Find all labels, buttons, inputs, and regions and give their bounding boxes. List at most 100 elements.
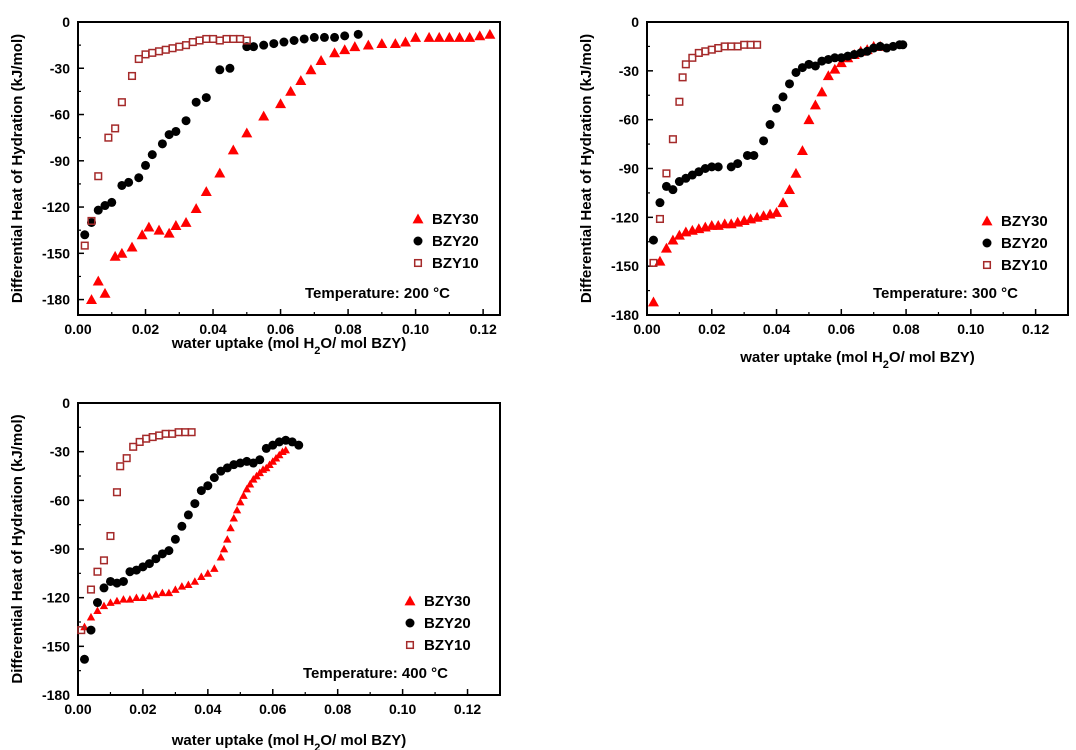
x-tick-label: 0.10 (957, 321, 984, 337)
x-tick-label: 0.04 (199, 321, 226, 337)
data-point-BZY10 (93, 567, 102, 576)
x-tick-label: 0.00 (633, 321, 660, 337)
data-point-BZY10 (161, 429, 170, 438)
data-point-BZY10 (720, 42, 729, 51)
data-point-BZY20 (117, 180, 127, 190)
data-point-BZY20 (759, 136, 769, 146)
data-point-BZY30 (226, 523, 235, 532)
data-point-BZY30 (474, 30, 486, 41)
legend-label: BZY10 (1001, 257, 1048, 274)
data-point-BZY30 (484, 28, 496, 39)
data-point-BZY30 (126, 241, 138, 252)
data-point-BZY10 (187, 428, 196, 437)
data-point-BZY10 (707, 45, 716, 54)
data-point-BZY30 (158, 588, 167, 597)
data-point-BZY20 (810, 61, 820, 71)
data-point-BZY30 (315, 55, 327, 65)
data-point-BZY10 (127, 71, 137, 81)
series-BZY10 (77, 428, 196, 635)
data-point-BZY30 (227, 144, 239, 155)
data-point-BZY10 (242, 36, 251, 45)
data-point-BZY10 (195, 36, 204, 45)
x-tick-label: 0.04 (194, 701, 221, 717)
data-point-BZY20 (830, 53, 840, 63)
data-point-BZY30 (197, 572, 206, 580)
data-point-BZY20 (742, 150, 752, 160)
data-point-BZY30 (433, 31, 445, 42)
data-point-BZY20 (269, 39, 279, 49)
data-point-BZY10 (155, 431, 164, 440)
data-point-BZY20 (124, 177, 134, 187)
legend-marker-BZY30 (981, 215, 993, 226)
x-tick-label: 0.08 (892, 321, 919, 337)
data-point-BZY30 (99, 287, 111, 298)
data-point-BZY30 (190, 203, 202, 213)
y-tick-label: -30 (50, 60, 70, 76)
series-BZY10 (80, 34, 251, 250)
legend-label: BZY10 (432, 255, 479, 272)
data-point-BZY20 (181, 116, 191, 126)
data-point-BZY20 (203, 481, 213, 491)
x-tick-label: 0.10 (402, 321, 429, 337)
data-point-BZY10 (181, 41, 191, 50)
data-point-BZY20 (177, 521, 187, 531)
x-tick-label: 0.12 (1022, 321, 1049, 337)
data-point-BZY10 (668, 135, 677, 144)
data-point-BZY20 (668, 185, 678, 195)
chart-panel-1: 0.00 0.02 0.04 0.06 0.08 0.10 0.12 0 -30 -60 -90 -1… (9, 14, 501, 357)
data-point-BZY30 (339, 44, 351, 55)
data-point-BZY30 (99, 601, 109, 610)
series-BZY10 (649, 40, 762, 267)
data-point-BZY10 (148, 433, 157, 442)
temperature-annotation: Temperature: 300 °C (873, 285, 1018, 302)
data-point-BZY30 (389, 38, 401, 48)
data-point-BZY30 (790, 167, 802, 178)
data-point-BZY30 (399, 36, 411, 47)
data-point-BZY30 (177, 582, 187, 590)
x-tick-label: 0.08 (324, 701, 351, 717)
x-tick-label: 0.00 (64, 701, 91, 717)
data-point-BZY10 (161, 45, 170, 54)
data-point-BZY20 (648, 235, 658, 245)
temperature-annotation: Temperature: 200 °C (305, 285, 450, 302)
data-point-BZY20 (164, 130, 174, 140)
data-point-BZY30 (464, 31, 476, 42)
legend-marker-BZY10 (405, 640, 415, 650)
data-point-BZY30 (145, 591, 154, 600)
data-point-BZY10 (86, 585, 96, 594)
y-tick-label: -120 (611, 209, 639, 225)
legend-marker-BZY30 (412, 213, 424, 224)
data-point-BZY10 (168, 429, 177, 438)
data-point-BZY20 (289, 36, 299, 46)
data-point-BZY20 (791, 67, 801, 77)
x-tick-label: 0.12 (454, 701, 481, 717)
legend: BZY30 BZY20 BZY10 (981, 213, 1048, 274)
x-axis-label: water uptake (mol H2O/ mol BZY) (171, 732, 407, 750)
data-point-BZY30 (232, 505, 242, 514)
data-point-BZY30 (203, 569, 213, 577)
data-point-BZY20 (772, 103, 782, 113)
data-point-BZY10 (142, 434, 151, 443)
data-point-BZY20 (144, 559, 154, 569)
data-point-BZY20 (151, 554, 161, 564)
data-point-BZY10 (129, 442, 138, 451)
y-tick-label: -180 (42, 687, 70, 703)
data-point-BZY30 (329, 47, 341, 58)
data-point-BZY20 (134, 173, 144, 183)
data-point-BZY30 (647, 296, 659, 307)
series-BZY20 (648, 40, 908, 245)
x-tick-label: 0.06 (259, 701, 286, 717)
data-point-BZY20 (201, 93, 211, 103)
y-tick-label: -90 (50, 541, 70, 557)
data-point-BZY20 (749, 150, 759, 160)
plot-frame (77, 21, 501, 316)
y-tick-label: -60 (619, 112, 639, 128)
y-tick-label: -120 (42, 590, 70, 606)
x-tick-label: 0.08 (334, 321, 361, 337)
data-point-BZY10 (87, 216, 96, 225)
x-tick-label: 0.12 (469, 321, 496, 337)
x-tick-label: 0.06 (267, 321, 294, 337)
data-point-BZY10 (188, 37, 197, 47)
y-tick-label: -30 (50, 444, 70, 460)
